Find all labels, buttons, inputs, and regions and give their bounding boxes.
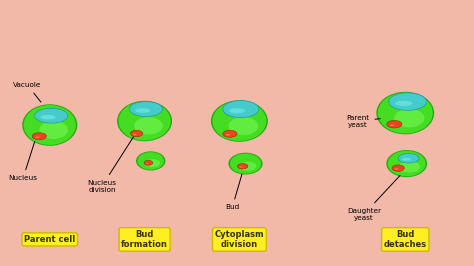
Ellipse shape (211, 100, 268, 142)
Ellipse shape (129, 102, 163, 117)
Text: Nucleus: Nucleus (9, 142, 37, 181)
Ellipse shape (394, 168, 398, 170)
Ellipse shape (117, 101, 172, 141)
Ellipse shape (392, 165, 404, 171)
Text: Bud
formation: Bud formation (121, 230, 168, 249)
Ellipse shape (386, 150, 427, 177)
Ellipse shape (35, 108, 68, 123)
Ellipse shape (398, 153, 419, 163)
Ellipse shape (389, 93, 427, 110)
Ellipse shape (118, 102, 171, 140)
Ellipse shape (32, 133, 46, 140)
Text: Nucleus
division: Nucleus division (87, 136, 134, 193)
Ellipse shape (239, 167, 243, 168)
Ellipse shape (130, 130, 143, 137)
Ellipse shape (146, 159, 160, 167)
Ellipse shape (135, 108, 150, 113)
Ellipse shape (394, 109, 425, 127)
Ellipse shape (229, 108, 246, 113)
Ellipse shape (239, 161, 256, 171)
Ellipse shape (388, 151, 426, 176)
Ellipse shape (136, 151, 165, 171)
Ellipse shape (228, 153, 263, 174)
Ellipse shape (137, 152, 164, 170)
Ellipse shape (212, 101, 266, 141)
Ellipse shape (24, 105, 76, 145)
Text: Daughter
yeast: Daughter yeast (347, 176, 400, 221)
Text: Vacuole: Vacuole (13, 82, 42, 102)
Ellipse shape (226, 134, 230, 136)
Ellipse shape (395, 101, 412, 106)
Ellipse shape (402, 158, 411, 161)
Ellipse shape (146, 163, 148, 164)
Ellipse shape (390, 124, 394, 126)
Ellipse shape (144, 160, 153, 165)
Ellipse shape (399, 161, 420, 173)
Ellipse shape (376, 92, 434, 134)
Ellipse shape (39, 121, 68, 139)
Ellipse shape (378, 93, 433, 134)
Ellipse shape (223, 101, 259, 118)
Ellipse shape (387, 120, 402, 128)
Text: Cytoplasm
division: Cytoplasm division (215, 230, 264, 249)
Text: Parent
yeast: Parent yeast (346, 115, 380, 127)
Text: Bud
detaches: Bud detaches (384, 230, 427, 249)
Ellipse shape (133, 134, 137, 135)
Ellipse shape (228, 117, 258, 135)
Ellipse shape (230, 153, 261, 174)
Ellipse shape (134, 117, 163, 135)
Ellipse shape (40, 115, 55, 119)
Ellipse shape (35, 136, 39, 138)
Ellipse shape (223, 130, 237, 137)
Ellipse shape (22, 104, 77, 146)
Ellipse shape (237, 164, 248, 169)
Text: Bud: Bud (225, 174, 242, 210)
Text: Parent cell: Parent cell (24, 235, 75, 244)
